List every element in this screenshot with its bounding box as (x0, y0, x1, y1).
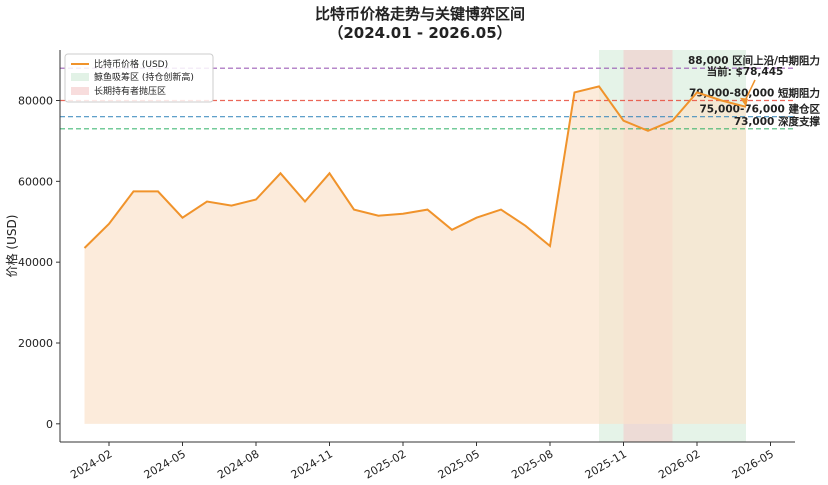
x-tick-label: 2025-11 (583, 447, 629, 481)
legend-swatch (71, 73, 89, 81)
level-label: 73,000 深度支撑 (734, 115, 821, 128)
x-tick-label: 2024-11 (289, 447, 335, 481)
x-tick-label: 2025-05 (436, 447, 482, 481)
legend-swatch (71, 87, 89, 95)
level-label: 79,000-80,000 短期阻力 (689, 87, 820, 100)
level-label: 88,000 区间上沿/中期阻力 (688, 54, 820, 67)
x-tick-label: 2024-08 (215, 447, 261, 481)
y-axis-label: 价格 (USD) (4, 215, 19, 278)
y-tick-label: 20000 (18, 337, 53, 350)
level-label: 75,000-76,000 建仓区 (699, 103, 820, 116)
legend-label: 长期持有者抛压区 (94, 85, 166, 97)
x-tick-label: 2026-05 (730, 447, 776, 481)
x-tick-label: 2026-02 (656, 447, 702, 481)
x-tick-label: 2025-02 (362, 447, 408, 481)
chart-subtitle: （2024.01 - 2026.05） (328, 24, 511, 42)
legend-label: 鲸鱼吸筹区 (持仓创新高) (94, 71, 194, 83)
y-tick-label: 40000 (18, 256, 53, 269)
price-area (84, 86, 746, 424)
chart-title: 比特币价格走势与关键博弈区间 (315, 5, 525, 23)
annotation-arrow (744, 79, 756, 102)
price-line (83, 85, 747, 249)
y-tick-label: 60000 (18, 175, 53, 188)
annotation-arrowhead (740, 97, 748, 107)
legend-label: 比特币价格 (USD) (94, 58, 168, 70)
legend-box (64, 53, 214, 103)
annotation: 当前: $78,445 (707, 65, 784, 78)
x-tick-label: 2024-02 (68, 447, 114, 481)
y-tick-label: 80000 (18, 95, 53, 108)
legend: 比特币价格 (USD)鲸鱼吸筹区 (持仓创新高) 长期持有者抛压区 (64, 53, 214, 103)
x-tick-label: 2025-08 (509, 447, 555, 481)
x-tick-label: 2024-05 (142, 447, 188, 481)
y-tick-label: 0 (46, 418, 53, 431)
